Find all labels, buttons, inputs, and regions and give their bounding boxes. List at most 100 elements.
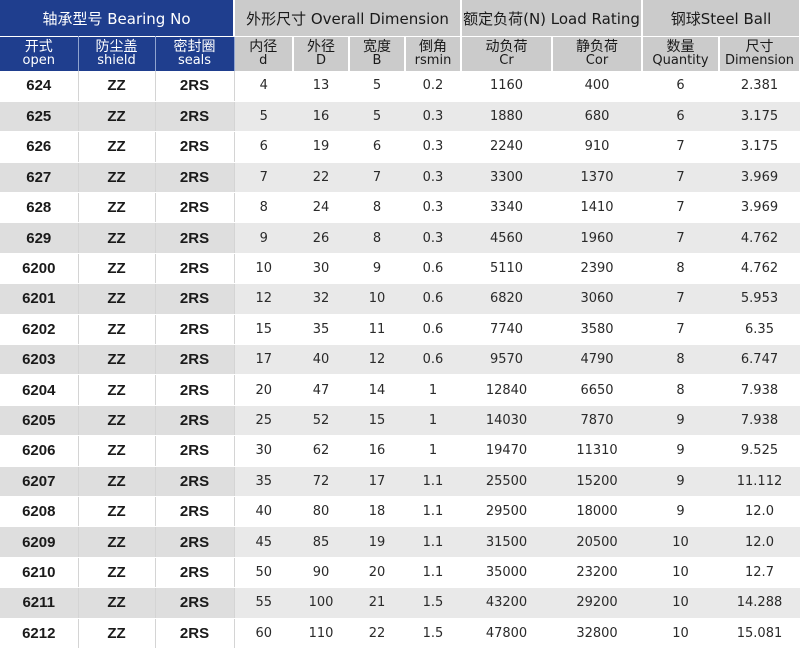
cell-chamfer: 1.5	[405, 618, 461, 649]
cell-chamfer: 0.3	[405, 222, 461, 254]
cell-width: 8	[349, 192, 405, 224]
cell-width: 9	[349, 253, 405, 285]
cell-dynamic-load: 47800	[461, 618, 552, 649]
col-inner-diameter: 内径 d	[234, 36, 294, 71]
cell-static-load: 1960	[552, 222, 642, 254]
cell-ball-quantity: 6	[642, 71, 719, 102]
cell-ball-dimension: 14.288	[719, 587, 800, 619]
cell-open: 6212	[0, 618, 79, 649]
cell-open: 627	[0, 162, 79, 194]
table-row: 629 ZZ 2RS 9 26 8 0.3 4560 1960 7 4.762	[0, 222, 800, 254]
cell-dynamic-load: 1880	[461, 101, 552, 133]
table-row: 6212 ZZ 2RS 60 110 22 1.5 47800 32800 10 15.081	[0, 618, 800, 649]
cell-static-load: 20500	[552, 526, 642, 558]
col-shield-en: shield	[97, 53, 136, 68]
cell-seals: 2RS	[155, 374, 235, 406]
cell-static-load: 3580	[552, 314, 642, 346]
cell-ball-dimension: 5.953	[719, 283, 800, 315]
cell-static-load: 1370	[552, 162, 642, 194]
col-dynamic-load-en: Cr	[499, 53, 514, 68]
cell-static-load: 29200	[552, 587, 642, 619]
cell-inner-diameter: 7	[234, 162, 293, 194]
cell-ball-dimension: 12.0	[719, 526, 800, 558]
group-bearing-no: 轴承型号 Bearing No	[0, 0, 235, 37]
table-row: 6211 ZZ 2RS 55 100 21 1.5 43200 29200 10 14.288	[0, 587, 800, 619]
cell-chamfer: 1.1	[405, 526, 461, 558]
cell-outer-diameter: 22	[293, 162, 349, 194]
cell-dynamic-load: 9570	[461, 344, 552, 376]
cell-ball-quantity: 7	[642, 131, 719, 163]
cell-ball-dimension: 11.112	[719, 466, 800, 497]
table-row: 6200 ZZ 2RS 10 30 9 0.6 5110 2390 8 4.762	[0, 253, 800, 285]
cell-open: 6202	[0, 314, 79, 346]
cell-chamfer: 0.3	[405, 162, 461, 194]
col-static-load: 静负荷 Cor	[552, 36, 643, 71]
cell-shield: ZZ	[78, 253, 156, 285]
group-steel-ball: 钢球Steel Ball	[642, 0, 800, 37]
cell-static-load: 7870	[552, 405, 642, 437]
cell-seals: 2RS	[155, 101, 235, 133]
cell-open: 626	[0, 131, 79, 163]
cell-width: 17	[349, 466, 405, 497]
cell-seals: 2RS	[155, 557, 235, 589]
cell-inner-diameter: 15	[234, 314, 293, 346]
cell-dynamic-load: 6820	[461, 283, 552, 315]
col-open: 开式 open	[0, 36, 79, 71]
col-ball-dimension: 尺寸 Dimension	[719, 36, 800, 71]
cell-seals: 2RS	[155, 253, 235, 285]
cell-shield: ZZ	[78, 101, 156, 133]
group-load-rating: 额定负荷(N) Load Rating	[461, 0, 643, 37]
cell-width: 21	[349, 587, 405, 619]
table-row: 628 ZZ 2RS 8 24 8 0.3 3340 1410 7 3.969	[0, 192, 800, 224]
cell-dynamic-load: 5110	[461, 253, 552, 285]
col-inner-diameter-en: d	[259, 53, 268, 68]
cell-shield: ZZ	[78, 222, 156, 254]
cell-width: 10	[349, 283, 405, 315]
cell-chamfer: 0.2	[405, 71, 461, 102]
col-ball-quantity: 数量 Quantity	[642, 36, 720, 71]
cell-shield: ZZ	[78, 618, 156, 649]
table-row: 6203 ZZ 2RS 17 40 12 0.6 9570 4790 8 6.747	[0, 344, 800, 376]
cell-seals: 2RS	[155, 344, 235, 376]
col-outer-diameter-en: D	[315, 53, 326, 68]
col-ball-quantity-en: Quantity	[652, 53, 709, 68]
cell-ball-dimension: 3.175	[719, 101, 800, 133]
cell-shield: ZZ	[78, 374, 156, 406]
cell-inner-diameter: 6	[234, 131, 293, 163]
col-shield-cn: 防尘盖	[95, 39, 138, 55]
col-dynamic-load: 动负荷 Cr	[461, 36, 553, 71]
cell-chamfer: 0.6	[405, 253, 461, 285]
cell-shield: ZZ	[78, 344, 156, 376]
cell-inner-diameter: 4	[234, 71, 293, 102]
cell-outer-diameter: 72	[293, 466, 349, 497]
table-row: 6208 ZZ 2RS 40 80 18 1.1 29500 18000 9 12.0	[0, 496, 800, 528]
col-width-en: B	[372, 53, 382, 68]
cell-ball-dimension: 7.938	[719, 405, 800, 437]
cell-shield: ZZ	[78, 131, 156, 163]
cell-outer-diameter: 40	[293, 344, 349, 376]
cell-seals: 2RS	[155, 222, 235, 254]
cell-open: 6210	[0, 557, 79, 589]
cell-seals: 2RS	[155, 314, 235, 346]
cell-dynamic-load: 19470	[461, 435, 552, 467]
cell-width: 15	[349, 405, 405, 437]
cell-open: 624	[0, 71, 79, 102]
col-dynamic-load-cn: 动负荷	[485, 39, 528, 55]
cell-chamfer: 1	[405, 435, 461, 467]
cell-static-load: 680	[552, 101, 642, 133]
cell-ball-dimension: 3.969	[719, 192, 800, 224]
col-width-cn: 宽度	[363, 39, 391, 55]
cell-chamfer: 1.5	[405, 587, 461, 619]
col-chamfer-en: rsmin	[414, 53, 452, 68]
cell-width: 16	[349, 435, 405, 467]
cell-dynamic-load: 7740	[461, 314, 552, 346]
col-inner-diameter-cn: 内径	[249, 39, 278, 55]
cell-open: 629	[0, 222, 79, 254]
cell-shield: ZZ	[78, 435, 156, 467]
cell-width: 19	[349, 526, 405, 558]
cell-outer-diameter: 80	[293, 496, 349, 528]
table-header: 轴承型号 Bearing No 外形尺寸 Overall Dimension 额…	[0, 0, 800, 71]
cell-ball-dimension: 6.747	[719, 344, 800, 376]
cell-outer-diameter: 62	[293, 435, 349, 467]
